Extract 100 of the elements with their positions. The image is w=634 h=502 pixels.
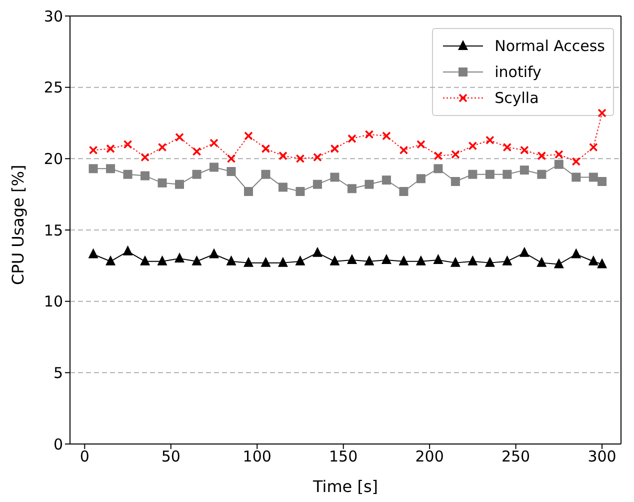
point	[399, 186, 408, 196]
point	[260, 256, 271, 267]
point	[226, 154, 236, 164]
point	[537, 151, 546, 160]
point	[537, 170, 546, 179]
point	[347, 184, 356, 194]
point	[158, 142, 167, 152]
point	[174, 252, 185, 263]
y-axis-title: CPU Usage [%]	[8, 164, 28, 285]
point	[382, 131, 391, 140]
point	[243, 256, 254, 267]
point	[589, 142, 598, 152]
point	[296, 154, 305, 164]
point	[502, 170, 512, 179]
point	[140, 255, 150, 266]
point	[416, 255, 426, 266]
point	[484, 256, 495, 267]
point	[450, 256, 460, 267]
point	[123, 140, 132, 149]
point	[278, 256, 288, 267]
point	[348, 134, 356, 144]
point	[175, 132, 184, 142]
point	[295, 255, 306, 266]
point	[140, 152, 150, 162]
point	[571, 248, 582, 258]
point	[106, 144, 115, 154]
y-tick-label: 30	[44, 7, 63, 26]
point	[192, 147, 202, 156]
point	[416, 174, 426, 184]
point	[278, 151, 288, 160]
y-tick-label: 25	[44, 78, 63, 97]
x-tick-label: 150	[329, 448, 358, 466]
y-tick-label: 15	[44, 221, 63, 240]
point	[502, 142, 512, 152]
point	[157, 255, 168, 266]
point	[312, 180, 322, 189]
point	[572, 157, 581, 166]
point	[244, 131, 253, 140]
y-tick-label: 0	[53, 435, 63, 454]
point	[140, 171, 150, 180]
point	[382, 176, 391, 185]
legend-label: Scylla	[494, 89, 539, 107]
point	[468, 170, 478, 179]
point	[312, 246, 322, 257]
point	[554, 258, 564, 268]
y-tick-label: 10	[44, 292, 63, 311]
x-tick-label: 200	[415, 448, 444, 466]
x-tick-label: 250	[501, 448, 530, 466]
point	[192, 255, 202, 266]
point	[278, 182, 288, 192]
point	[226, 255, 236, 266]
point	[226, 167, 236, 176]
point	[554, 160, 564, 169]
point	[346, 254, 357, 264]
point	[572, 172, 581, 182]
point	[485, 170, 494, 179]
point	[434, 164, 443, 174]
point	[416, 140, 426, 149]
point	[502, 255, 512, 266]
point	[381, 254, 392, 264]
point	[261, 144, 270, 154]
point	[450, 176, 460, 186]
point	[433, 254, 444, 264]
point	[175, 180, 184, 189]
y-tick-label: 5	[53, 364, 63, 382]
point	[261, 170, 270, 179]
point	[192, 170, 202, 179]
point	[536, 256, 547, 267]
point	[434, 151, 443, 160]
point	[598, 108, 606, 118]
x-tick-label: 100	[242, 448, 272, 466]
point	[519, 246, 530, 257]
point	[468, 141, 478, 150]
x-tick-label: 300	[588, 448, 616, 466]
point	[330, 172, 340, 182]
point	[210, 138, 218, 148]
point	[364, 255, 374, 266]
point	[106, 255, 116, 266]
point	[486, 136, 494, 145]
point	[588, 172, 598, 182]
point	[244, 186, 253, 196]
y-tick-label: 20	[44, 150, 63, 168]
point	[451, 150, 460, 159]
point	[588, 255, 598, 266]
point	[597, 258, 608, 268]
point	[209, 248, 219, 258]
legend-label: inotify	[494, 63, 542, 81]
point	[330, 144, 340, 154]
point	[399, 146, 408, 155]
x-tick-label: 0	[80, 448, 90, 466]
x-tick-label: 50	[161, 448, 180, 466]
point	[296, 186, 305, 196]
x-axis-title: Time [s]	[312, 477, 378, 496]
point	[468, 255, 478, 266]
point	[210, 162, 218, 172]
point	[313, 152, 322, 162]
point	[364, 180, 374, 189]
point	[158, 178, 167, 188]
point	[122, 245, 133, 256]
point	[106, 164, 116, 174]
